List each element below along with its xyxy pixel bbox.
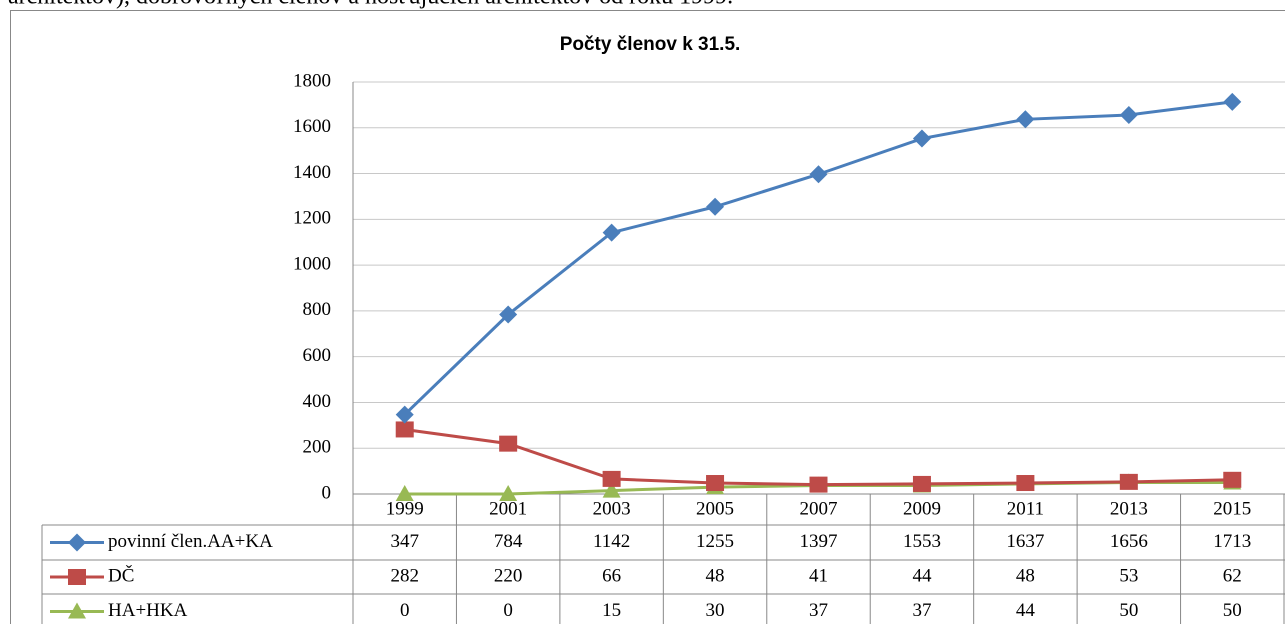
- table-value: 1553: [903, 531, 941, 552]
- table-value: 220: [494, 565, 523, 586]
- table-value: 50: [1119, 600, 1138, 621]
- x-tick-label: 2009: [903, 498, 941, 519]
- x-tick-label: 2001: [489, 498, 527, 519]
- marker: [809, 476, 828, 493]
- marker: [499, 305, 518, 324]
- table-value: 30: [706, 600, 725, 621]
- table-value: 44: [912, 565, 932, 586]
- table-value: 0: [503, 600, 513, 621]
- marker: [1223, 92, 1242, 111]
- marker: [68, 533, 86, 552]
- table-value: 1397: [800, 531, 838, 552]
- x-tick-label: 2007: [800, 498, 838, 519]
- marker: [602, 481, 621, 498]
- marker: [68, 602, 86, 619]
- y-tick-label: 200: [303, 437, 332, 458]
- page-text: architektov), dobrovoľných členov a hosť…: [8, 0, 733, 10]
- marker: [1016, 110, 1035, 129]
- table-value: 1255: [696, 531, 734, 552]
- y-tick-label: 1600: [293, 116, 331, 137]
- y-tick-label: 1800: [293, 70, 331, 91]
- table-value: 37: [809, 600, 828, 621]
- y-tick-label: 800: [303, 299, 332, 320]
- table-value: 53: [1119, 565, 1138, 586]
- marker: [68, 569, 86, 585]
- table-value: 1637: [1006, 531, 1044, 552]
- marker: [912, 475, 931, 492]
- x-tick-label: 2005: [696, 498, 734, 519]
- x-tick-label: 2003: [593, 498, 631, 519]
- marker: [499, 485, 518, 501]
- x-tick-label: 2013: [1110, 498, 1148, 519]
- legend-label: HA+HKA: [108, 600, 188, 621]
- marker: [912, 129, 931, 148]
- marker: [1016, 475, 1035, 492]
- table-value: 1656: [1110, 531, 1148, 552]
- marker: [602, 223, 621, 242]
- chart-border: [10, 10, 1285, 624]
- series-line: [404, 427, 1233, 487]
- x-tick-label: 2015: [1213, 498, 1251, 519]
- marker: [395, 405, 414, 424]
- table-value: 50: [1223, 600, 1242, 621]
- legend-label: DČ: [108, 564, 134, 586]
- x-tick-label: 1999: [386, 498, 424, 519]
- table-value: 48: [1016, 565, 1035, 586]
- table-value: 282: [390, 565, 419, 586]
- legend-label: povinní člen.AA+KA: [108, 531, 273, 552]
- chart-title: Počty členov k 31.5.: [560, 34, 741, 55]
- table-value: 37: [912, 600, 931, 621]
- series-line: [403, 100, 1233, 416]
- table-value: 784: [494, 531, 523, 552]
- table-value: 1713: [1213, 531, 1251, 552]
- table-value: 1142: [593, 531, 630, 552]
- table-value: 15: [602, 600, 621, 621]
- marker: [1119, 105, 1138, 124]
- y-tick-label: 1400: [293, 162, 331, 183]
- marker: [395, 485, 414, 501]
- y-tick-label: 1000: [293, 253, 331, 274]
- table-value: 66: [602, 565, 621, 586]
- marker: [602, 470, 621, 487]
- x-tick-label: 2011: [1007, 498, 1044, 519]
- table-value: 48: [706, 565, 725, 586]
- table-value: 41: [809, 565, 828, 586]
- marker: [499, 435, 518, 452]
- marker: [809, 165, 828, 184]
- marker: [706, 197, 725, 216]
- marker: [1223, 471, 1242, 488]
- table-value: 44: [1016, 600, 1036, 621]
- marker: [1119, 473, 1138, 490]
- table-value: 62: [1223, 565, 1242, 586]
- y-tick-label: 1200: [293, 208, 331, 229]
- table-value: 0: [400, 600, 410, 621]
- y-tick-label: 600: [303, 345, 332, 366]
- y-tick-label: 400: [303, 391, 332, 412]
- y-tick-label: 0: [322, 482, 332, 503]
- table-value: 347: [390, 531, 419, 552]
- marker: [706, 475, 725, 492]
- marker: [395, 421, 414, 438]
